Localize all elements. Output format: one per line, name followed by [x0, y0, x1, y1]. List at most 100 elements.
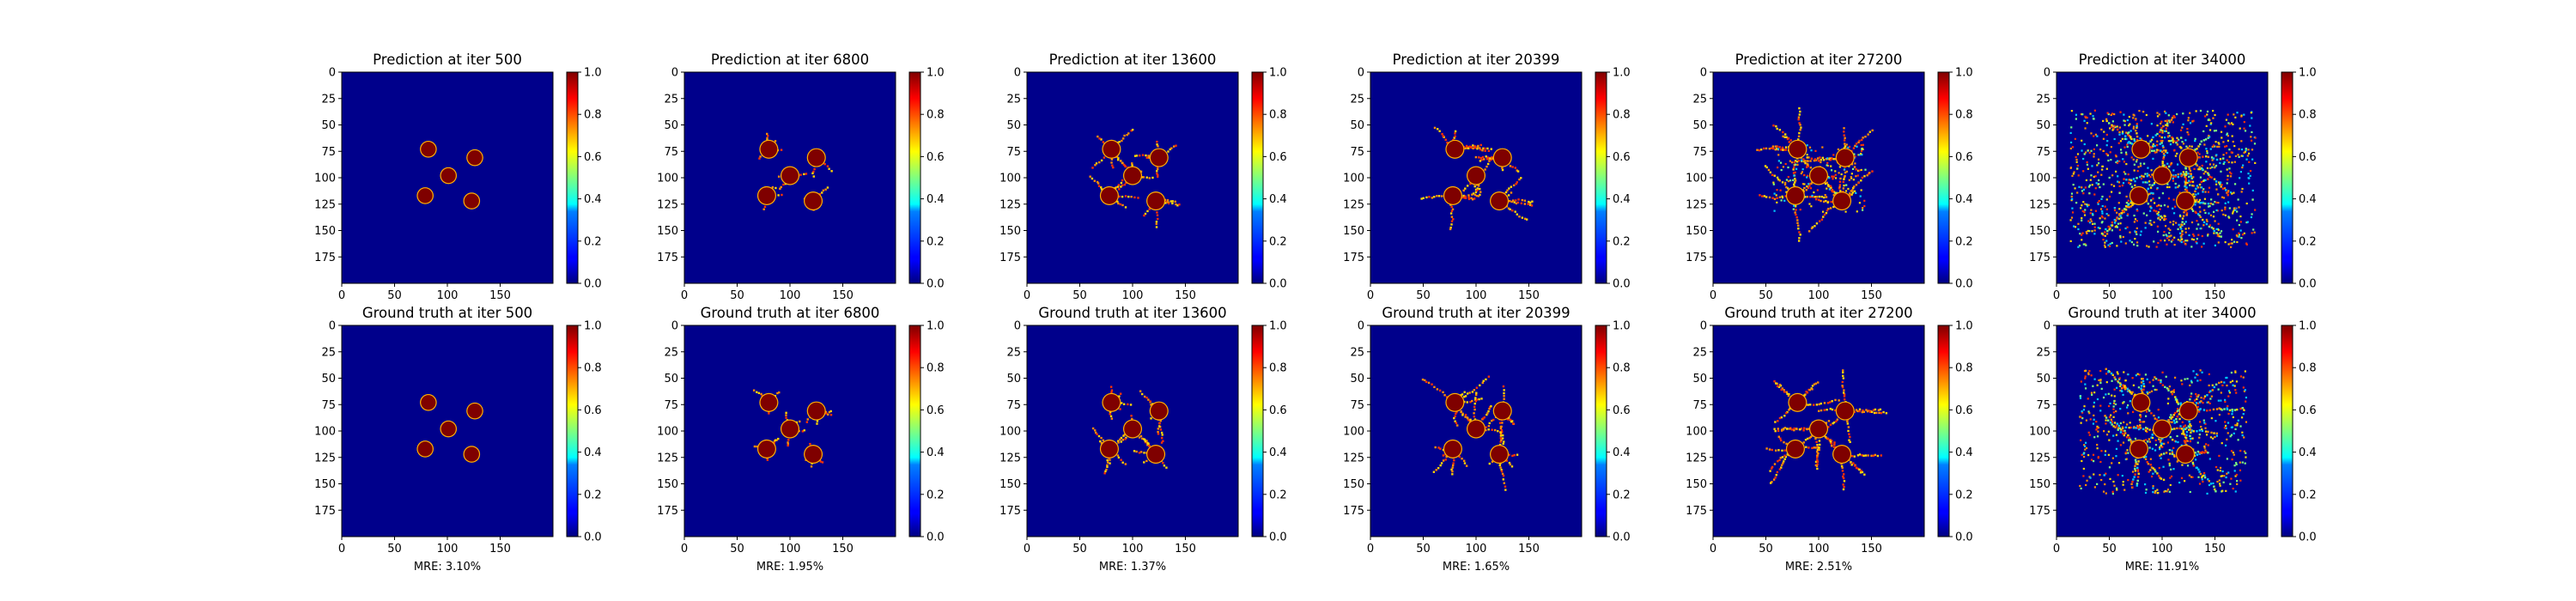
noise-pixel [2214, 167, 2216, 169]
grain-1 [1467, 420, 1485, 438]
noise-pixel [2163, 217, 2166, 220]
dendrite-pixel [759, 155, 762, 158]
dendrite-pixel [1463, 462, 1467, 464]
dendrite-pixel [753, 445, 756, 448]
grain-0 [1789, 140, 1807, 158]
noise-pixel [2231, 135, 2233, 137]
noise-pixel [2129, 123, 2131, 125]
dendrite-pixel [2147, 463, 2150, 465]
dendrite-pixel [1164, 202, 1167, 204]
noise-pixel [2091, 212, 2094, 216]
dendrite-pixel [2151, 145, 2154, 148]
dendrite-pixel [1832, 205, 1835, 209]
noise-pixel [1785, 191, 1788, 193]
dendrite-pixel [2172, 175, 2175, 179]
noise-pixel [2239, 127, 2241, 130]
noise-pixel [2160, 240, 2162, 242]
dendrite-pixel [1110, 391, 1113, 394]
noise-pixel [2113, 207, 2116, 209]
dendrite-pixel [2132, 478, 2135, 481]
x-tick-label: 150 [1861, 543, 1882, 555]
noise-pixel [1777, 166, 1779, 169]
noise-pixel [2152, 385, 2154, 387]
dendrite-pixel [1509, 165, 1512, 167]
dendrite-pixel [1444, 138, 1447, 142]
colorbar-tick-label: 0.4 [1613, 193, 1631, 206]
dendrite-pixel [1771, 197, 1774, 199]
colorbar [1937, 325, 1950, 537]
noise-pixel [2082, 455, 2086, 458]
noise-pixel [2170, 240, 2173, 243]
noise-pixel [2095, 421, 2098, 423]
dendrite-pixel [787, 441, 789, 444]
noise-pixel [2071, 197, 2074, 200]
dendrite-pixel [2212, 408, 2215, 411]
y-tick-label: 175 [2029, 505, 2050, 518]
dendrite-pixel [1143, 452, 1145, 454]
noise-pixel [2085, 483, 2087, 487]
noise-pixel [2164, 119, 2166, 123]
dendrite-pixel [1499, 431, 1502, 434]
noise-pixel [2207, 444, 2209, 446]
noise-pixel [2089, 179, 2092, 181]
dendrite-pixel [1864, 135, 1867, 138]
x-tick-label: 50 [1416, 543, 1431, 555]
noise-pixel [2093, 233, 2096, 235]
noise-pixel [2081, 239, 2083, 241]
dendrite-pixel [1504, 191, 1508, 194]
dendrite-pixel [2190, 208, 2194, 210]
noise-pixel [2109, 402, 2111, 405]
y-tick-label: 150 [1686, 478, 1707, 491]
noise-pixel [2227, 395, 2230, 398]
dendrite-pixel [1450, 468, 1453, 471]
noise-pixel [2205, 443, 2208, 446]
colorbar [908, 71, 921, 284]
dendrite-pixel [805, 421, 809, 423]
noise-pixel [1830, 169, 1833, 172]
noise-pixel [2228, 149, 2231, 151]
noise-pixel [2150, 199, 2153, 202]
dendrite-pixel [1489, 157, 1492, 160]
dendrite-pixel [2127, 439, 2130, 441]
dendrite-pixel [1790, 428, 1794, 431]
noise-pixel [2084, 186, 2087, 189]
dendrite-pixel [826, 165, 829, 167]
noise-pixel [2120, 151, 2123, 154]
grain-2 [1150, 402, 1168, 420]
dendrite-pixel [2172, 453, 2176, 457]
noise-pixel [2232, 212, 2234, 215]
noise-pixel [2207, 118, 2209, 121]
dendrite-pixel [1840, 464, 1844, 468]
noise-pixel [2084, 441, 2087, 444]
noise-pixel [2181, 141, 2184, 143]
dendrite-pixel [1467, 417, 1469, 420]
noise-pixel [2218, 479, 2221, 482]
dendrite-pixel [2213, 385, 2215, 389]
noise-pixel [2188, 175, 2190, 178]
noise-pixel [2101, 212, 2104, 215]
x-tick-label: 0 [1710, 289, 1716, 302]
dendrite-pixel [2179, 173, 2183, 175]
noise-pixel [2248, 161, 2251, 163]
dendrite-pixel [1880, 454, 1883, 457]
noise-pixel [2181, 126, 2184, 129]
dendrite-pixel [2141, 389, 2143, 392]
dendrite-pixel [1452, 218, 1455, 221]
dendrite-pixel [1145, 397, 1148, 399]
dendrite-pixel [1464, 197, 1467, 199]
colorbar-tick-label: 0.0 [2299, 531, 2317, 544]
dendrite-pixel [1877, 409, 1880, 411]
noise-pixel [2223, 381, 2226, 384]
colorbar-tick-label: 0.6 [1955, 404, 1973, 417]
noise-pixel [2172, 207, 2174, 209]
noise-pixel [2173, 116, 2176, 118]
noise-pixel [2251, 232, 2253, 234]
noise-pixel [2122, 386, 2124, 389]
grain-0 [2132, 393, 2150, 411]
dendrite-pixel [824, 410, 827, 414]
dendrite-pixel [1109, 415, 1113, 417]
dendrite-pixel [1771, 448, 1773, 452]
noise-pixel [2093, 436, 2096, 439]
dendrite-pixel [1485, 413, 1488, 416]
